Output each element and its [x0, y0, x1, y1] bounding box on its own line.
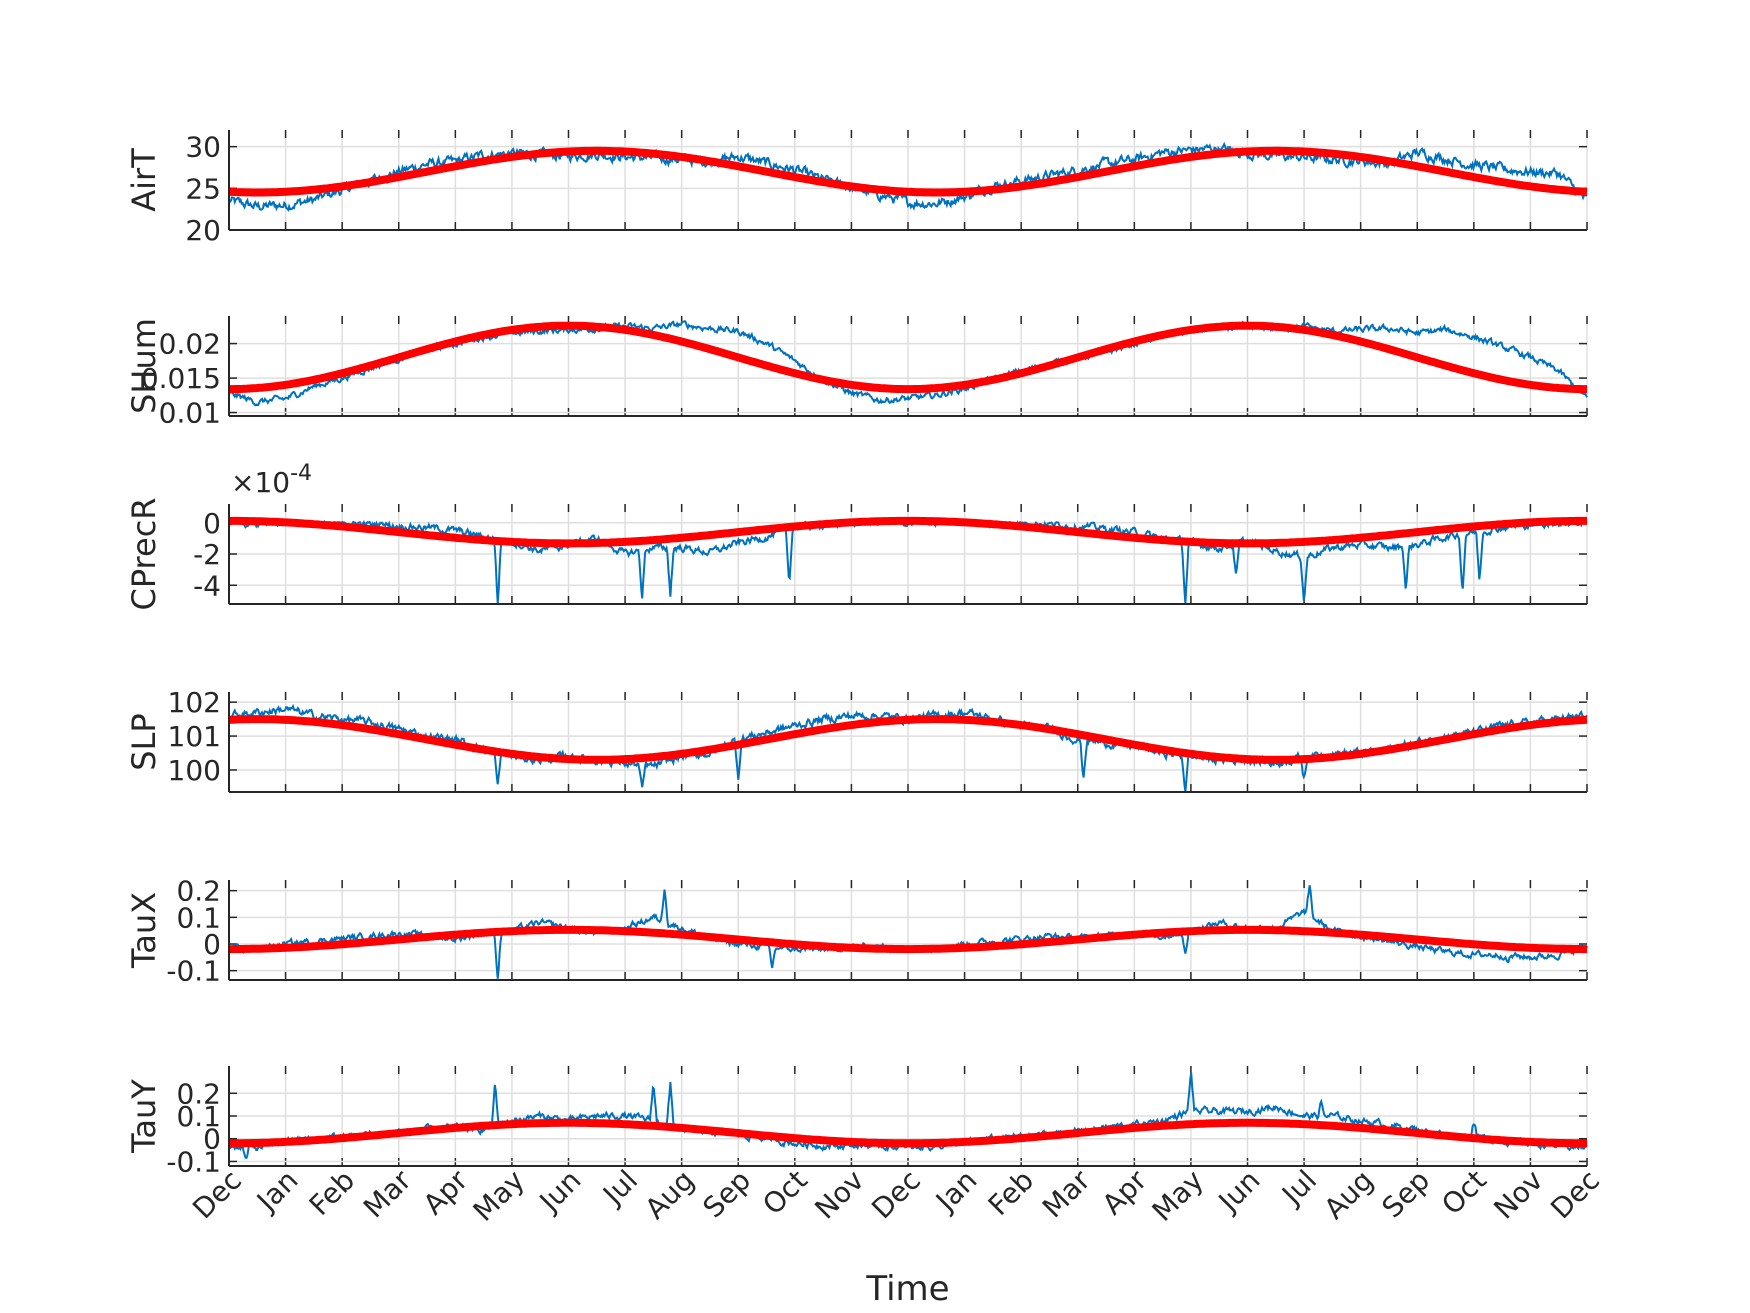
y-exponent-label: ×10-4	[231, 461, 312, 499]
y-tick-label: 30	[185, 131, 221, 164]
series-fit-airt	[228, 146, 1588, 197]
x-tick-label: Sep	[697, 1164, 758, 1225]
y-tick-label: -0.1	[166, 1145, 221, 1178]
y-axis-label: TauY	[125, 1079, 163, 1154]
x-tick-label: Sep	[1376, 1164, 1437, 1225]
series-fit-cprecr	[228, 516, 1588, 548]
series-fit-slp	[228, 715, 1588, 764]
panel-airt: 20 25 30 AirT	[125, 130, 1588, 247]
exponent-base: ×10	[231, 466, 290, 499]
y-tick-label: 0.2	[176, 1077, 221, 1110]
x-tick-label: Oct	[1435, 1164, 1493, 1222]
series-fit-taux	[228, 925, 1588, 954]
y-tick-label: -4	[193, 569, 221, 602]
y-tick-label: 0.1	[176, 1100, 221, 1133]
y-axis-label: AirT	[125, 148, 163, 212]
y-axis-label: CPrecR	[125, 497, 163, 610]
x-tick-label: May	[467, 1164, 531, 1228]
y-tick-label: -2	[193, 538, 221, 571]
x-tick-label: Nov	[1487, 1164, 1549, 1226]
x-tick-label: Dec	[865, 1164, 927, 1226]
x-tick-label: Feb	[982, 1164, 1040, 1222]
x-tick-label: Feb	[303, 1164, 361, 1222]
x-tick-label: Mar	[357, 1163, 418, 1224]
y-tick-label: 0	[203, 507, 221, 540]
x-tick-label: Apr	[417, 1163, 475, 1221]
x-tick-label: Dec	[1544, 1164, 1606, 1226]
x-tick-label: Oct	[756, 1164, 814, 1222]
x-tick-label: Apr	[1096, 1163, 1154, 1221]
y-tick-label: 101	[168, 720, 221, 753]
x-tick-label: Jul	[595, 1164, 644, 1213]
y-tick-label: 0.015	[141, 362, 221, 395]
x-tick-label: Jul	[1274, 1164, 1323, 1213]
y-tick-label: 25	[185, 172, 221, 205]
y-tick-label: 102	[168, 686, 221, 719]
panel-taux: -0.100.10.2 TauX	[125, 875, 1588, 988]
series-observed-shum	[228, 319, 1588, 407]
x-tick-label: Jun	[1211, 1164, 1267, 1220]
y-tick-label: 0.02	[159, 328, 221, 361]
y-tick-label: 0.2	[176, 875, 221, 908]
y-tick-label: 0.1	[176, 901, 221, 934]
y-tick-label: 0.01	[159, 397, 221, 430]
series-fit-tauy	[228, 1118, 1588, 1148]
x-tick-label: Nov	[808, 1164, 870, 1226]
y-tick-label: -0.1	[166, 955, 221, 988]
y-tick-label: 100	[168, 754, 221, 787]
y-axis-label: SHum	[125, 318, 163, 414]
x-tick-label: Aug	[1318, 1164, 1380, 1226]
series-fit-shum	[228, 321, 1588, 394]
x-tick-label: Jun	[532, 1164, 588, 1220]
y-tick-label: 0	[203, 1123, 221, 1156]
y-axis-label: SLP	[125, 713, 163, 770]
y-axis-label: TauX	[125, 892, 163, 969]
x-axis-label: Time	[865, 1269, 949, 1309]
x-tick-label: Jan	[928, 1164, 983, 1219]
y-tick-label: 0	[203, 928, 221, 961]
y-tick-label: 20	[185, 214, 221, 247]
x-tick-label: Mar	[1036, 1163, 1097, 1224]
x-tick-label: May	[1146, 1164, 1210, 1228]
chart-panels: 202530AirT0.010.0150.02SHum-4-20CPrecR×1…	[125, 130, 1606, 1228]
exponent-power: -4	[290, 461, 312, 486]
x-tick-label: Aug	[639, 1164, 701, 1226]
x-tick-label: Jan	[249, 1164, 304, 1219]
